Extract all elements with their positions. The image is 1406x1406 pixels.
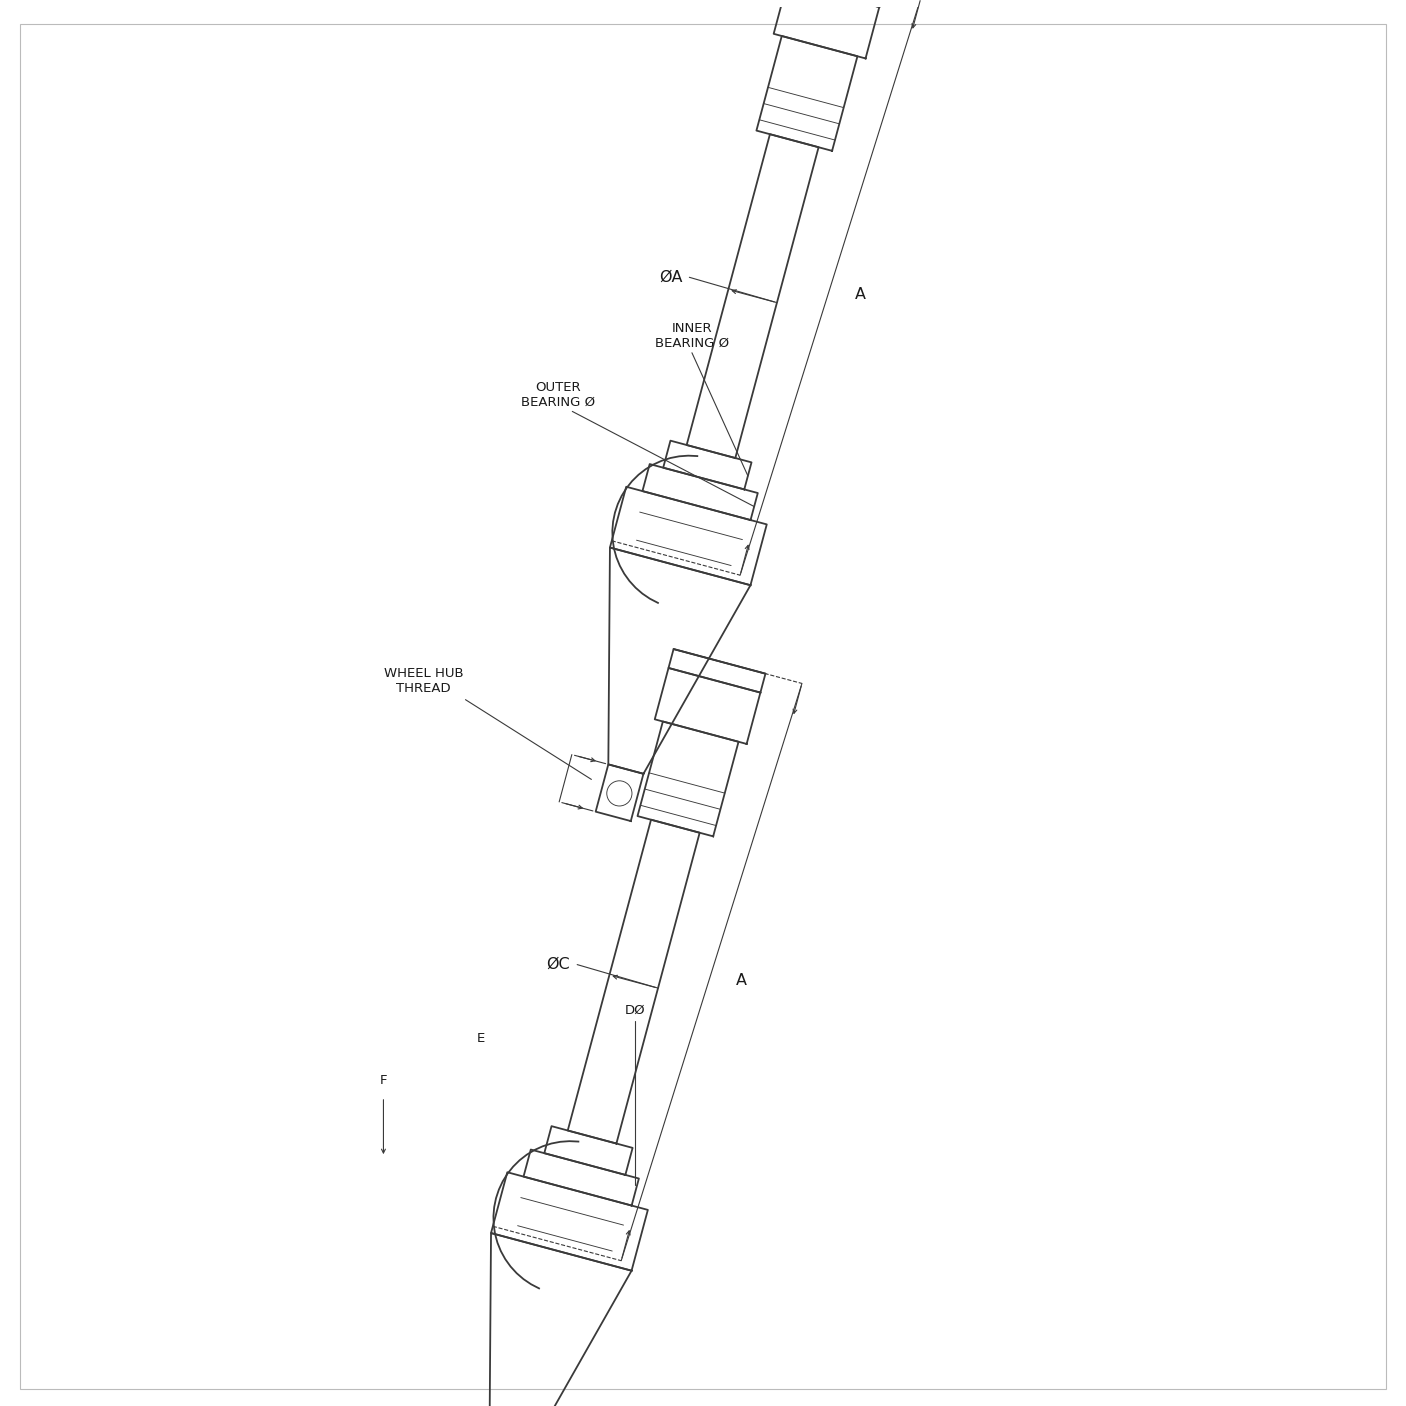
Text: E: E bbox=[477, 1032, 485, 1045]
Text: INNER
BEARING Ø: INNER BEARING Ø bbox=[655, 322, 728, 350]
Text: A: A bbox=[855, 287, 866, 302]
Text: A: A bbox=[735, 973, 747, 987]
Text: WHEEL HUB
THREAD: WHEEL HUB THREAD bbox=[384, 668, 464, 696]
Text: ØC: ØC bbox=[547, 957, 571, 972]
Text: OUTER
BEARING Ø: OUTER BEARING Ø bbox=[522, 381, 595, 409]
Text: F: F bbox=[380, 1074, 387, 1087]
Text: DØ: DØ bbox=[624, 1004, 645, 1017]
Text: ØA: ØA bbox=[659, 270, 682, 285]
